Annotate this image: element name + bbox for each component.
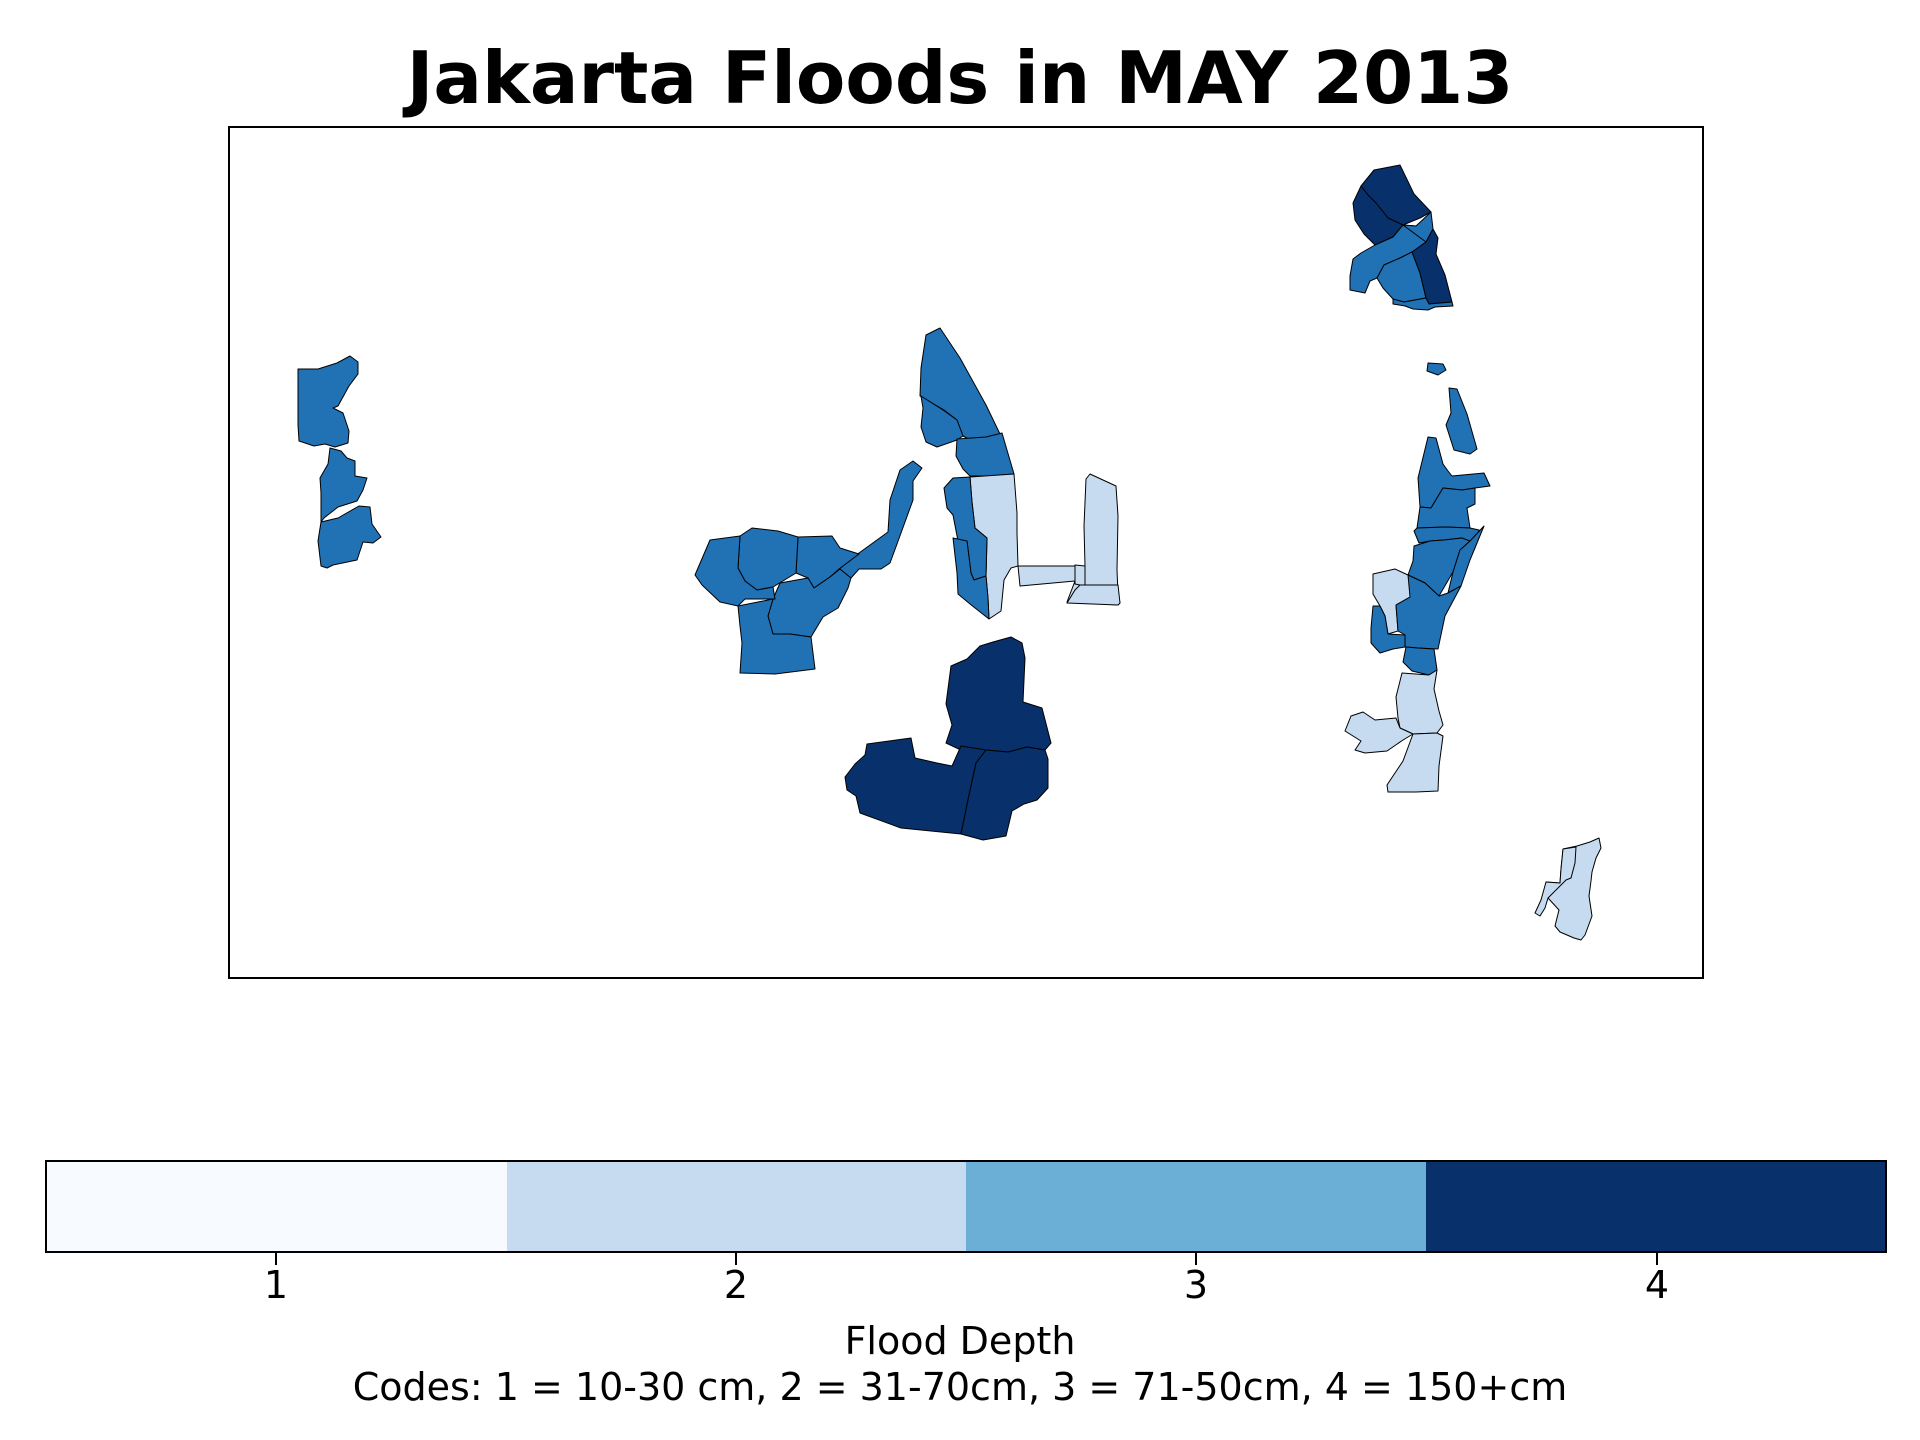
colorbar-tick-label: 2: [723, 1263, 749, 1307]
colorbar-tick-label: 3: [1183, 1263, 1209, 1307]
colorbar: [45, 1160, 1887, 1253]
region-e-2: [1445, 387, 1478, 455]
region-e-12: [1395, 669, 1444, 735]
region-e-14: [1386, 732, 1444, 793]
colorbar-segment-4: [1425, 1162, 1885, 1251]
region-central-3: [955, 432, 1015, 477]
colorbar-tick-label: 1: [263, 1263, 289, 1307]
map-title: Jakarta Floods in MAY 2013: [406, 36, 1514, 120]
colorbar-tick: [1656, 1253, 1658, 1265]
colorbar-segment-2: [506, 1162, 966, 1251]
region-ne-4: [1402, 211, 1434, 243]
region-cwest-5: [694, 535, 776, 607]
colorbar-tick: [275, 1253, 277, 1265]
region-south-3: [960, 746, 1049, 841]
region-central-8: [1066, 584, 1121, 606]
region-central-6: [952, 537, 990, 620]
region-south-1: [945, 636, 1052, 753]
region-cwest-1: [838, 460, 923, 579]
region-cwest-3: [737, 527, 799, 591]
map-canvas: [297, 164, 1602, 941]
colorbar-segment-3: [966, 1162, 1426, 1251]
region-ne-6: [1411, 228, 1453, 305]
map-frame: [228, 126, 1704, 979]
region-cwest-6: [737, 598, 816, 675]
region-e-1: [1426, 362, 1447, 376]
region-west-1: [297, 355, 359, 448]
region-west-3: [317, 505, 382, 569]
region-e-11: [1402, 646, 1438, 676]
region-se-2: [1534, 846, 1577, 917]
colorbar-codes-note: Codes: 1 = 10-30 cm, 2 = 31-70cm, 3 = 71…: [352, 1365, 1568, 1409]
region-e-13: [1344, 711, 1414, 754]
colorbar-tick: [735, 1253, 737, 1265]
colorbar-tick-label: 4: [1644, 1263, 1670, 1307]
region-west-2: [319, 447, 368, 523]
region-central-7: [1017, 473, 1121, 606]
colorbar-label: Flood Depth: [844, 1319, 1076, 1363]
region-ne-7: [1392, 297, 1454, 311]
region-central-9: [1074, 564, 1086, 586]
region-central-2: [920, 395, 964, 448]
colorbar-tick: [1195, 1253, 1197, 1265]
colorbar-segment-1: [47, 1162, 507, 1251]
